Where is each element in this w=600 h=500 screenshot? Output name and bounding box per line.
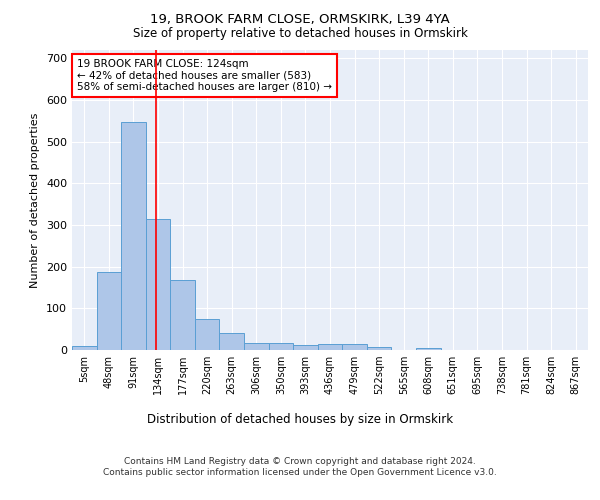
Bar bbox=[170, 280, 195, 350]
Bar bbox=[342, 344, 367, 350]
Bar bbox=[293, 345, 318, 350]
Text: Distribution of detached houses by size in Ormskirk: Distribution of detached houses by size … bbox=[147, 412, 453, 426]
Bar bbox=[121, 122, 146, 350]
Bar bbox=[367, 346, 391, 350]
Bar bbox=[269, 342, 293, 350]
Text: 19 BROOK FARM CLOSE: 124sqm
← 42% of detached houses are smaller (583)
58% of se: 19 BROOK FARM CLOSE: 124sqm ← 42% of det… bbox=[77, 59, 332, 92]
Bar bbox=[72, 346, 97, 350]
Bar bbox=[244, 342, 269, 350]
Bar bbox=[195, 319, 220, 350]
Bar bbox=[318, 344, 342, 350]
Y-axis label: Number of detached properties: Number of detached properties bbox=[31, 112, 40, 288]
Bar bbox=[416, 348, 440, 350]
Text: 19, BROOK FARM CLOSE, ORMSKIRK, L39 4YA: 19, BROOK FARM CLOSE, ORMSKIRK, L39 4YA bbox=[150, 12, 450, 26]
Bar bbox=[146, 219, 170, 350]
Bar bbox=[220, 334, 244, 350]
Bar bbox=[97, 272, 121, 350]
Text: Contains HM Land Registry data © Crown copyright and database right 2024.
Contai: Contains HM Land Registry data © Crown c… bbox=[103, 458, 497, 477]
Text: Size of property relative to detached houses in Ormskirk: Size of property relative to detached ho… bbox=[133, 28, 467, 40]
